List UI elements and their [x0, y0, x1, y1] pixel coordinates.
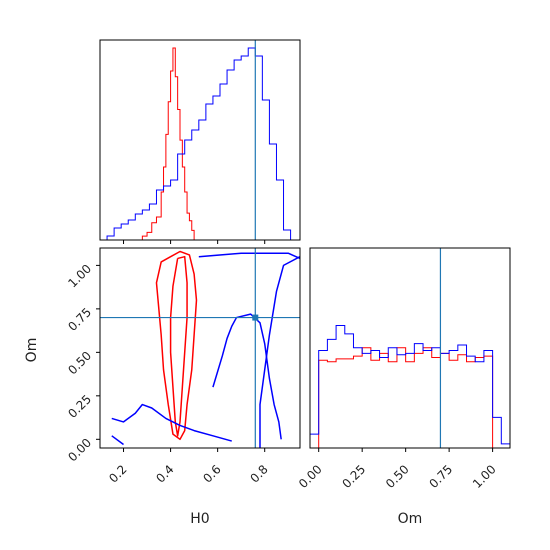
contour-blue-3 [111, 435, 124, 446]
joint-ytick-label-2: 0.50 [65, 349, 94, 378]
joint-contour-panel: 0.2 0.4 0.6 0.8 0.00 0.25 0.50 0.75 1.00 [65, 247, 301, 486]
joint-ytick-label-4: 1.00 [65, 262, 94, 291]
h0-hist-series-red [141, 47, 197, 241]
joint-truth-marker [252, 314, 259, 321]
contour-red-0 [155, 250, 198, 441]
contour-blue-1 [212, 313, 282, 440]
om-hist-frame [309, 247, 511, 449]
contour-blue-0 [198, 252, 300, 260]
om-histogram-panel: 0.00 0.25 0.50 0.75 1.00 [296, 247, 511, 491]
x-axis-label-om: Om [398, 511, 423, 527]
om-hist-series [310, 325, 510, 448]
y-axis-label-om: Om [24, 338, 40, 363]
joint-ytick-label-1: 0.25 [65, 392, 94, 421]
om-hist-series-blue [310, 325, 510, 448]
om-hist-xtick-label-2: 0.50 [383, 462, 412, 491]
joint-xtick-label-1: 0.4 [153, 462, 176, 485]
joint-xtick-label-2: 0.6 [200, 462, 223, 485]
om-hist-xtick-label-4: 1.00 [470, 462, 499, 491]
axis-labels: H0 Om Om [24, 338, 422, 527]
joint-xtick-label-3: 0.8 [247, 462, 270, 485]
joint-ytick-label-0: 0.00 [65, 436, 94, 465]
h0-histogram-panel [99, 39, 301, 244]
om-hist-xtick-label-0: 0.00 [296, 462, 325, 491]
h0-hist-series-blue [100, 47, 298, 241]
joint-ytick-label-3: 0.75 [65, 305, 94, 334]
om-hist-series-red [318, 347, 494, 448]
contour-blue-4 [259, 256, 300, 448]
joint-frame [99, 247, 301, 449]
joint-contours [111, 250, 300, 448]
om-hist-xtick-label-1: 0.25 [340, 462, 369, 491]
contour-red-1 [169, 255, 188, 437]
contour-blue-2 [111, 403, 232, 442]
x-axis-label-h0: H0 [190, 511, 209, 527]
h0-hist-frame [99, 39, 301, 241]
om-hist-xtick-label-3: 0.75 [426, 462, 455, 491]
joint-xtick-label-0: 0.2 [106, 462, 129, 485]
